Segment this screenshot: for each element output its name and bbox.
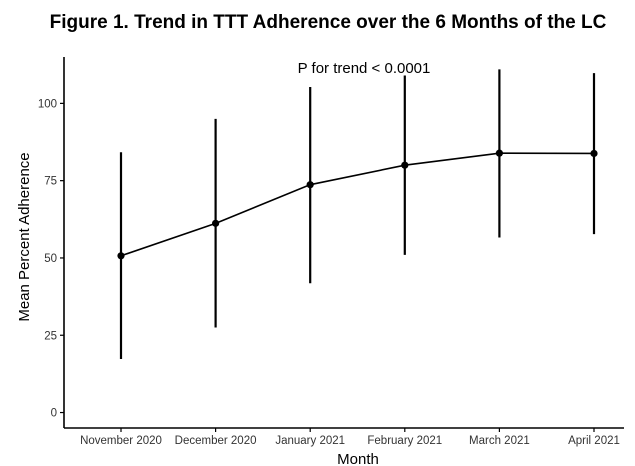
x-axis-ticks: November 2020 December 2020 January 2021 Fe… [80, 428, 620, 447]
data-point [306, 181, 314, 189]
data-points [117, 149, 598, 260]
x-tick-label: April 2021 [568, 435, 620, 447]
x-tick-label: November 2020 [80, 435, 162, 447]
y-tick-label: 0 [51, 408, 57, 420]
x-tick-label: January 2021 [275, 435, 345, 447]
data-point [117, 252, 125, 260]
error-bars [119, 69, 596, 360]
y-tick-label: 75 [44, 176, 57, 188]
y-axis-ticks: 0 25 50 75 100 [38, 98, 64, 420]
chart-title: Figure 1. Trend in TTT Adherence over th… [50, 12, 607, 33]
y-tick-label: 100 [38, 98, 57, 110]
x-axis-label: Month [337, 451, 379, 466]
data-point [212, 219, 220, 227]
x-tick-label: March 2021 [469, 435, 530, 447]
y-axis-label: Mean Percent Adherence [16, 152, 33, 321]
y-tick-label: 50 [44, 253, 57, 265]
series-line [120, 152, 595, 257]
trend-p-value-annotation: P for trend < 0.0001 [298, 60, 431, 77]
y-tick-label: 25 [44, 330, 57, 342]
x-tick-label: December 2020 [175, 435, 257, 447]
data-point [401, 161, 409, 169]
x-tick-label: February 2021 [367, 435, 442, 447]
data-point [590, 149, 598, 158]
data-point [495, 149, 503, 157]
